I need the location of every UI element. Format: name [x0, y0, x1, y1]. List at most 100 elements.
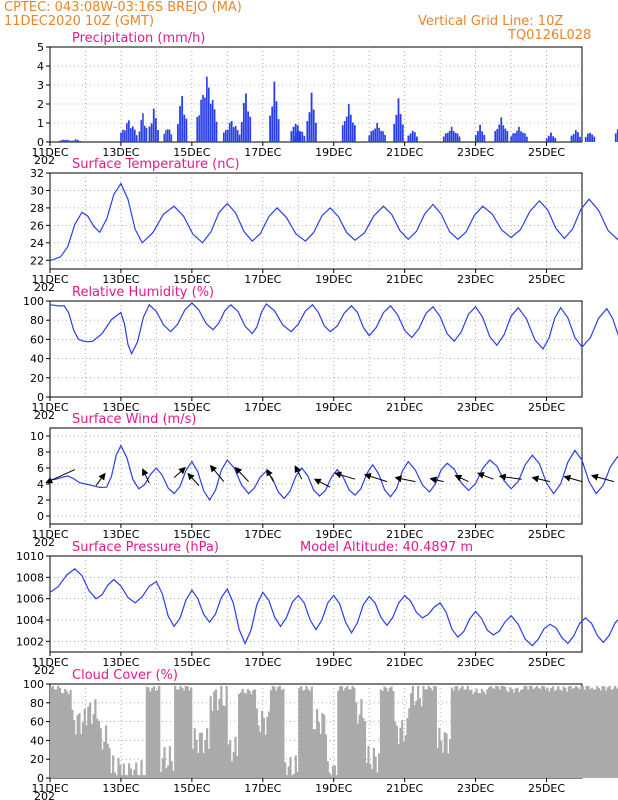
- cloud-bar: [152, 686, 156, 778]
- precip-bar: [140, 120, 142, 142]
- cloud-bar: [461, 685, 464, 778]
- temp-ytick-label: 24: [30, 237, 44, 250]
- cloud-bar: [365, 762, 368, 778]
- cloud-bar: [601, 685, 604, 778]
- cloud-bar: [252, 690, 255, 778]
- cloud-bar: [145, 686, 148, 778]
- rh-frame: [49, 300, 583, 398]
- cloud-bar: [518, 692, 521, 778]
- cloud-bar: [227, 744, 230, 778]
- wind-vector-arrow: [563, 474, 583, 483]
- precip-bar: [500, 117, 503, 142]
- cloud-bar: [230, 761, 234, 778]
- rh-ytick-label: 40: [30, 353, 44, 366]
- pressure-ytick-label: 1010: [16, 550, 44, 563]
- cloud-bar: [546, 687, 549, 778]
- cloud-bar: [464, 689, 468, 778]
- rh-xtick-label: 15DEC: [173, 401, 210, 414]
- cloud-bar: [106, 743, 109, 778]
- cloud-bar: [300, 686, 303, 778]
- precip-bar: [290, 131, 293, 142]
- cloud-bar: [409, 693, 413, 778]
- pressure-ytick-label: 1006: [16, 593, 44, 606]
- cloud-bar: [234, 736, 237, 778]
- cloud-bar: [284, 762, 287, 778]
- cloud-bar: [87, 706, 90, 778]
- precip-bar: [545, 138, 548, 142]
- precip-bar: [308, 112, 311, 142]
- cloud-bar: [456, 686, 459, 778]
- cloud-bar: [542, 686, 546, 778]
- cloud-bar: [257, 725, 260, 778]
- precip-bar: [384, 134, 386, 142]
- cloud-bar: [349, 689, 352, 778]
- cloud-bar: [266, 716, 269, 778]
- cloud-bar: [255, 708, 258, 778]
- precip-bar: [76, 139, 79, 142]
- precip-bar: [343, 121, 346, 142]
- cloud-bar: [388, 687, 391, 778]
- cloud-bar: [64, 688, 67, 778]
- cloud-bar: [92, 714, 95, 778]
- cloud-bar: [516, 687, 519, 778]
- precip-bar: [273, 81, 276, 142]
- cloud-xtick-label: 23DEC: [457, 782, 494, 795]
- cloud-bar: [97, 721, 101, 778]
- cloud-bar: [99, 728, 102, 778]
- cloud-bar: [94, 699, 97, 778]
- precip-bar: [526, 136, 528, 142]
- cloud-bar: [89, 702, 92, 778]
- cloud-bar: [500, 685, 503, 778]
- cloud-bar: [316, 708, 319, 778]
- precip-bar: [292, 126, 295, 142]
- cloud-bar: [425, 689, 429, 778]
- cloud-bar: [324, 734, 328, 778]
- precip-bar: [152, 108, 155, 142]
- cloud-bar: [57, 685, 60, 778]
- wind-vector-arrow: [95, 472, 106, 486]
- precip-bar: [518, 126, 520, 142]
- precip-bar: [450, 126, 453, 142]
- precip-bar: [271, 106, 274, 142]
- cloud-bar: [177, 689, 180, 778]
- precip-bar: [228, 122, 231, 142]
- wind-xtick-label: 17DEC: [244, 528, 281, 541]
- temp-ytick-label: 22: [30, 254, 44, 267]
- cloud-bar: [241, 688, 244, 778]
- precip-bar: [126, 123, 128, 142]
- precip-bar: [232, 127, 235, 142]
- temp-ytick-label: 32: [30, 167, 44, 180]
- precip-bar: [409, 133, 412, 142]
- cloud-bar: [108, 748, 111, 778]
- cloud-bar: [560, 690, 563, 778]
- cloud-ytick-label: 60: [30, 716, 44, 729]
- precip-bar: [314, 122, 317, 142]
- pressure-year-label: 202: [34, 664, 55, 677]
- cloud-bar: [486, 689, 489, 778]
- precip-bar: [616, 129, 618, 142]
- cloud-bar: [138, 775, 141, 778]
- precip-bar: [494, 131, 497, 142]
- precip-bar: [247, 111, 250, 142]
- wind-year-label: 202: [34, 536, 55, 549]
- precip-bar: [370, 131, 373, 142]
- cloud-bar: [131, 775, 134, 778]
- cloud-bar: [142, 775, 145, 778]
- precip-bar: [269, 115, 271, 142]
- precip-xtick-label: 13DEC: [102, 146, 139, 159]
- cloud-bar: [564, 687, 567, 778]
- cloud-bar: [183, 690, 186, 778]
- cloud-bar: [124, 775, 127, 778]
- cloud-bar: [110, 773, 113, 778]
- cloud-bar: [314, 729, 317, 778]
- cloud-bar: [193, 728, 196, 778]
- pressure-xtick-label: 25DEC: [528, 656, 565, 669]
- cloud-bar: [119, 765, 122, 778]
- precip-bar: [481, 131, 484, 142]
- precip-ytick-label: 5: [37, 41, 44, 54]
- wind-vector-arrow: [294, 465, 303, 480]
- cloud-bar: [310, 686, 313, 778]
- cloud-bar: [76, 714, 79, 778]
- precip-bar: [407, 135, 410, 142]
